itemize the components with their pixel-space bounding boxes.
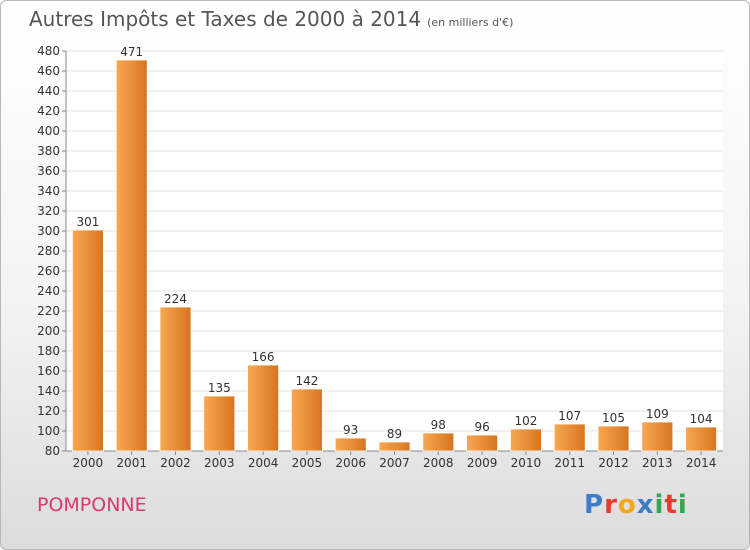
y-tick-label: 260: [37, 264, 60, 278]
bar-2003: [203, 395, 236, 452]
x-tick-label: 2007: [379, 456, 410, 470]
y-tick-label: 140: [37, 384, 60, 398]
bar-2013: [641, 421, 674, 452]
x-tick-label: 2009: [467, 456, 498, 470]
data-label: 105: [602, 411, 625, 425]
bars: [72, 59, 717, 452]
y-tick-label: 440: [37, 84, 60, 98]
logo-letter: o: [617, 490, 637, 520]
data-label: 166: [252, 350, 275, 364]
x-tick-label: 2010: [511, 456, 542, 470]
logo-letter: t: [664, 490, 678, 520]
y-tick-label: 220: [37, 304, 60, 318]
y-tick-label: 200: [37, 324, 60, 338]
y-tick-label: 280: [37, 244, 60, 258]
data-label: 102: [514, 414, 537, 428]
x-tick-label: 2006: [335, 456, 366, 470]
x-tick-label: 2004: [248, 456, 279, 470]
y-tick-label: 400: [37, 124, 60, 138]
commune-name: POMPONNE: [37, 494, 147, 516]
logo-letter: x: [636, 490, 655, 520]
y-tick-label: 360: [37, 164, 60, 178]
bar-2007: [378, 441, 411, 452]
data-label: 471: [120, 45, 143, 59]
logo-letter: P: [584, 490, 605, 520]
data-label: 93: [343, 423, 358, 437]
chart-title-main: Autres Impôts et Taxes de 2000 à 2014: [29, 7, 422, 31]
x-tick-label: 2013: [642, 456, 673, 470]
bar-2004: [247, 364, 280, 452]
chart-title: Autres Impôts et Taxes de 2000 à 2014 (en…: [29, 7, 513, 31]
y-tick-label: 240: [37, 284, 60, 298]
y-tick-label: 300: [37, 224, 60, 238]
y-tick-label: 80: [45, 444, 60, 458]
bar-2011: [553, 423, 586, 452]
y-tick-label: 180: [37, 344, 60, 358]
y-tick-label: 120: [37, 404, 60, 418]
data-label: 142: [295, 374, 318, 388]
logo-letter: r: [604, 490, 618, 520]
x-tick-label: 2011: [554, 456, 585, 470]
data-label: 96: [474, 420, 489, 434]
bar-2009: [466, 434, 499, 452]
y-tick-label: 480: [37, 44, 60, 58]
data-label: 109: [646, 407, 669, 421]
data-label: 98: [431, 418, 446, 432]
bar-2000: [72, 229, 104, 452]
x-tick-label: 2000: [73, 456, 104, 470]
data-label: 301: [76, 215, 99, 229]
x-tick-label: 2001: [116, 456, 147, 470]
data-label: 135: [208, 381, 231, 395]
bar-2012: [597, 425, 630, 452]
y-tick-label: 420: [37, 104, 60, 118]
bar-2008: [422, 432, 455, 452]
data-label: 89: [387, 427, 402, 441]
y-tick-label: 460: [37, 64, 60, 78]
bar-2010: [509, 428, 542, 452]
x-tick-label: 2012: [598, 456, 629, 470]
bar-2014: [685, 426, 717, 452]
bar-2006: [334, 437, 367, 452]
x-tick-label: 2005: [292, 456, 323, 470]
data-label: 104: [690, 412, 713, 426]
chart-unit-note: (en milliers d'€): [427, 16, 514, 29]
bar-2001: [115, 59, 148, 452]
y-tick-label: 340: [37, 184, 60, 198]
bar-2005: [290, 388, 323, 452]
proxiti-logo[interactable]: Proxiti: [584, 490, 688, 520]
x-tick-label: 2008: [423, 456, 454, 470]
data-label: 107: [558, 409, 581, 423]
y-tick-label: 100: [37, 424, 60, 438]
x-tick-label: 2003: [204, 456, 235, 470]
y-tick-label: 380: [37, 144, 60, 158]
logo-letter: i: [654, 490, 665, 520]
labels: 80 100 120 140 160 180 200 220 240 260 280 300 320 34…: [37, 44, 716, 470]
bar-2002: [159, 306, 192, 452]
y-tick-label: 160: [37, 364, 60, 378]
logo-letter: i: [677, 490, 688, 520]
x-tick-label: 2014: [686, 456, 717, 470]
y-tick-label: 320: [37, 204, 60, 218]
x-tick-label: 2002: [160, 456, 191, 470]
data-label: 224: [164, 292, 187, 306]
